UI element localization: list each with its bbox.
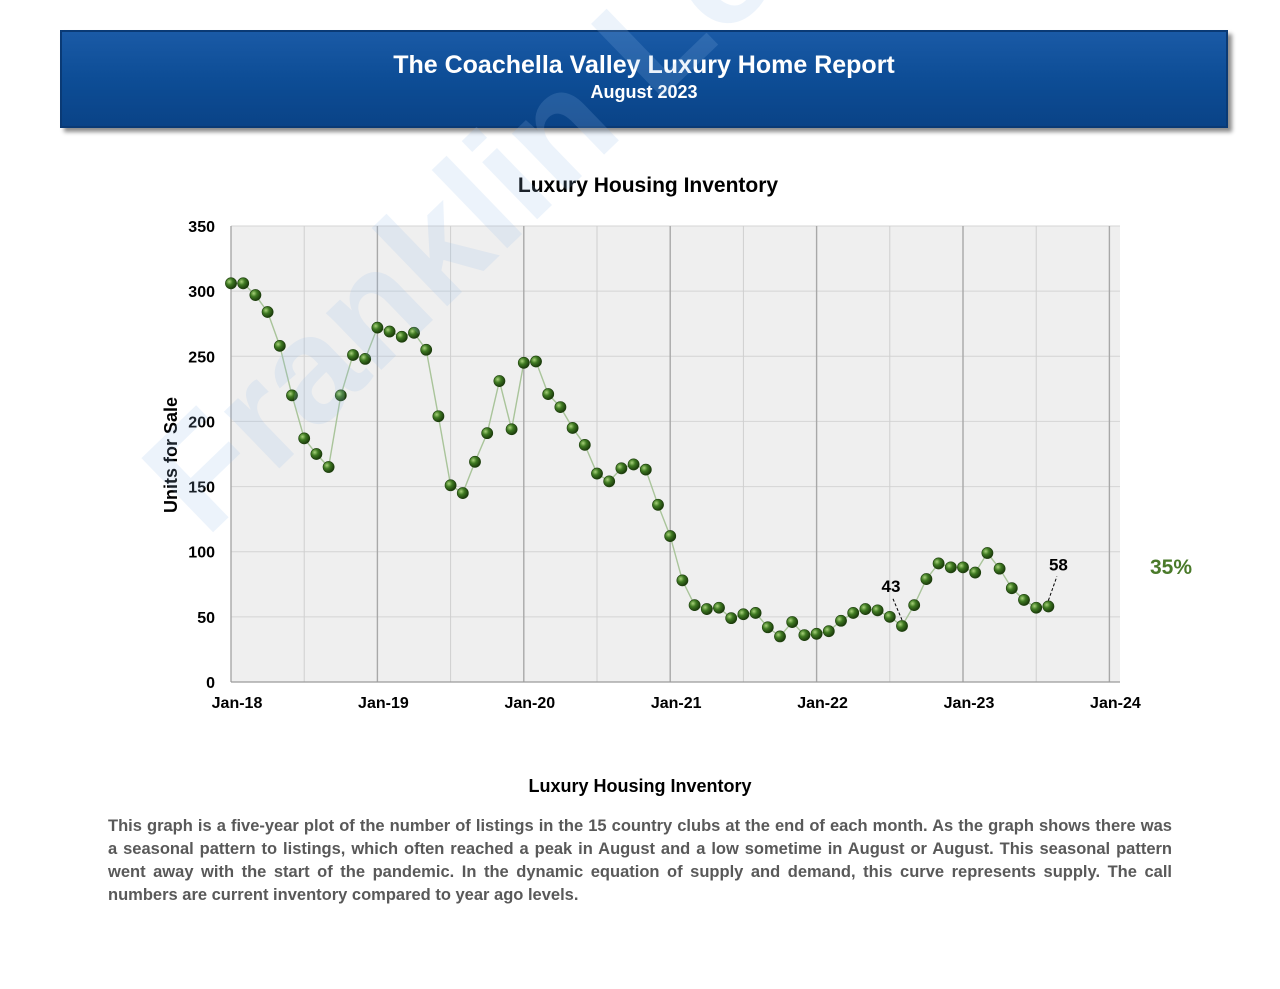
data-point xyxy=(761,621,774,634)
data-point xyxy=(481,427,494,440)
data-point xyxy=(688,599,701,612)
data-point xyxy=(835,614,847,627)
data-point xyxy=(798,629,811,641)
data-point xyxy=(993,562,1006,575)
yoy-percent-callout: 35% xyxy=(1150,556,1192,579)
data-point xyxy=(334,389,347,402)
y-tick-label: 50 xyxy=(197,610,215,627)
y-tick-label: 100 xyxy=(188,545,215,562)
x-tick-label: Jan-20 xyxy=(504,695,555,712)
data-point xyxy=(237,277,250,290)
data-point xyxy=(908,599,921,612)
data-point xyxy=(859,603,872,615)
data-point xyxy=(383,325,396,338)
data-point xyxy=(981,547,994,559)
data-point xyxy=(944,561,957,574)
data-point xyxy=(957,561,969,574)
data-point xyxy=(749,607,762,619)
plot-area xyxy=(231,226,1120,682)
x-tick-label: Jan-24 xyxy=(1090,695,1141,712)
data-point xyxy=(249,289,262,301)
data-point xyxy=(1005,582,1018,595)
data-point xyxy=(1018,594,1030,606)
data-point xyxy=(639,463,652,476)
data-point xyxy=(261,306,274,318)
y-axis-label: Units for Sale xyxy=(161,397,181,513)
data-point xyxy=(408,326,420,339)
data-point xyxy=(652,498,664,511)
data-point xyxy=(371,321,384,334)
data-point xyxy=(786,616,799,628)
data-point xyxy=(737,608,750,621)
data-point xyxy=(505,423,518,436)
annotation-label: 43 xyxy=(882,577,901,596)
annotation-leader xyxy=(1047,576,1058,601)
caption-body: This graph is a five-year plot of the nu… xyxy=(108,817,1172,904)
x-tick-label: Jan-21 xyxy=(651,695,702,712)
data-point xyxy=(298,432,311,445)
y-tick-label: 0 xyxy=(206,675,215,692)
data-point xyxy=(347,349,359,361)
data-point xyxy=(883,610,896,623)
x-tick-label: Jan-19 xyxy=(358,695,409,712)
report-date: August 2023 xyxy=(590,82,698,102)
data-point xyxy=(627,458,640,471)
x-tick-label: Jan-18 xyxy=(212,695,263,712)
data-point xyxy=(273,339,286,352)
data-point xyxy=(615,462,628,475)
data-point xyxy=(1042,600,1055,613)
y-tick-label: 350 xyxy=(188,219,215,236)
data-point xyxy=(847,607,860,619)
data-point xyxy=(322,461,335,473)
data-point xyxy=(286,389,298,402)
data-point xyxy=(456,487,469,499)
data-point xyxy=(871,604,884,617)
data-point xyxy=(578,438,591,451)
data-point xyxy=(493,375,506,387)
caption-title: Luxury Housing Inventory xyxy=(528,776,752,796)
data-point xyxy=(517,356,530,369)
data-point xyxy=(713,601,725,614)
annotation-label: 58 xyxy=(1049,555,1068,574)
data-point xyxy=(395,330,408,343)
data-point xyxy=(542,388,555,400)
report-banner: The Coachella Valley Luxury Home Report … xyxy=(60,30,1228,128)
data-point xyxy=(420,343,433,356)
x-tick-label: Jan-23 xyxy=(944,695,995,712)
x-tick-label: Jan-22 xyxy=(797,695,848,712)
chart-title: Luxury Housing Inventory xyxy=(518,174,779,197)
data-point xyxy=(810,627,823,640)
data-point xyxy=(469,455,481,468)
inventory-chart: 0 50 100 150 200 250 300 350 Jan-18 Jan-19 Jan-20 J… xyxy=(161,174,1192,712)
data-point xyxy=(530,355,542,368)
data-point xyxy=(359,352,372,365)
annotation-leader xyxy=(892,597,903,621)
data-point xyxy=(566,422,579,434)
data-point xyxy=(432,410,445,423)
report-title: The Coachella Valley Luxury Home Report xyxy=(393,51,895,79)
data-point xyxy=(932,557,945,570)
data-point xyxy=(554,401,567,413)
y-tick-label: 300 xyxy=(188,284,215,301)
data-point xyxy=(774,630,786,643)
data-point xyxy=(676,574,689,587)
y-tick-label: 250 xyxy=(188,349,215,366)
y-tick-label: 200 xyxy=(188,414,215,431)
data-point xyxy=(700,603,713,615)
data-point xyxy=(822,625,835,638)
data-point xyxy=(603,475,616,488)
data-point xyxy=(444,479,457,492)
data-point xyxy=(664,530,677,542)
y-tick-label: 150 xyxy=(188,480,215,497)
data-point xyxy=(896,620,908,632)
data-point xyxy=(969,566,982,579)
data-point xyxy=(1030,601,1043,614)
data-point xyxy=(225,277,237,290)
data-point xyxy=(920,573,933,585)
data-point xyxy=(591,467,603,480)
data-point xyxy=(310,448,323,460)
data-point xyxy=(725,612,738,625)
